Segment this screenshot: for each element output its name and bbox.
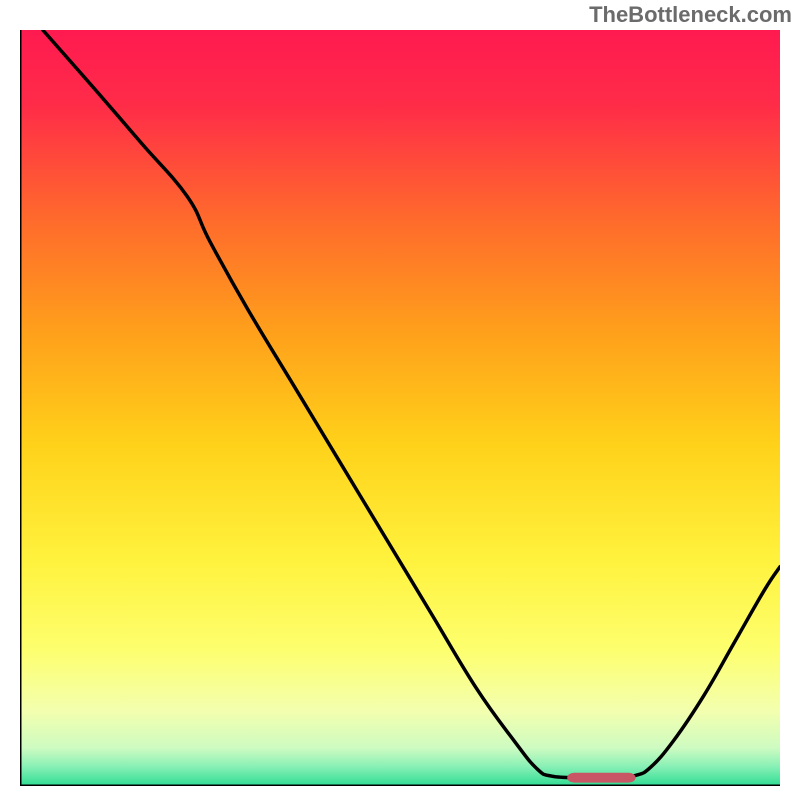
- chart-svg: [20, 30, 780, 786]
- optimum-marker: [567, 773, 635, 783]
- gradient-background: [20, 30, 780, 786]
- watermark-text: TheBottleneck.com: [589, 2, 792, 28]
- bottleneck-chart: [20, 30, 780, 786]
